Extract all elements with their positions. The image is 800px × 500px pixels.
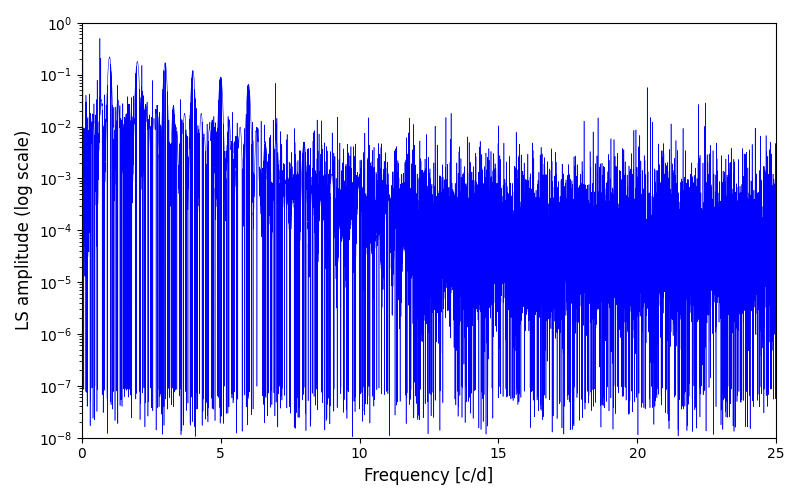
X-axis label: Frequency [c/d]: Frequency [c/d] (364, 467, 494, 485)
Y-axis label: LS amplitude (log scale): LS amplitude (log scale) (15, 130, 33, 330)
